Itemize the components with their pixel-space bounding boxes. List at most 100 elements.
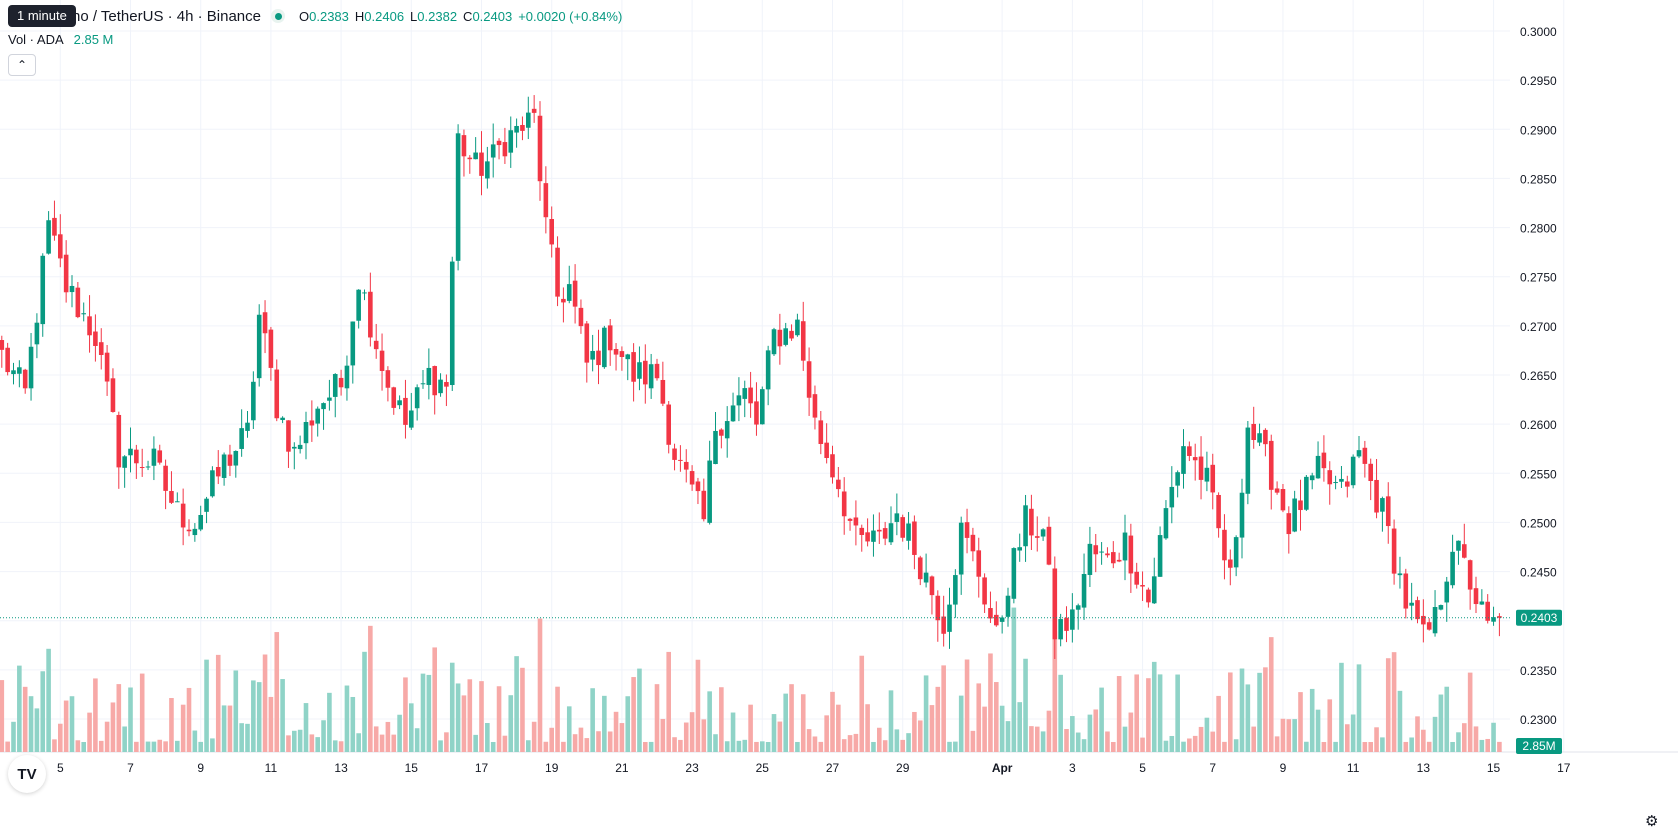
candle-body [104, 352, 110, 382]
candle-body [520, 124, 525, 131]
volume-bar [818, 741, 824, 752]
candle-body [841, 491, 847, 517]
candle-body [947, 604, 952, 632]
candle-body [58, 234, 63, 259]
candle-body [373, 340, 379, 350]
volume-bar [917, 720, 923, 752]
volume-bar [373, 726, 379, 752]
volume-bar [391, 734, 397, 752]
symbol-title[interactable]: no / TetherUS · 4h · Binance [72, 7, 261, 25]
candle-body [1345, 481, 1350, 487]
candle-body [479, 152, 484, 176]
candle-body [1409, 602, 1414, 606]
tradingview-logo-icon[interactable]: TV [8, 755, 46, 793]
candle-body [724, 421, 730, 439]
candle-body [1245, 427, 1251, 494]
volume-bar [1157, 674, 1163, 752]
volume-bar [1140, 737, 1145, 752]
volume-bar [1204, 717, 1210, 752]
volume-bar [356, 733, 361, 752]
candle-body [52, 217, 57, 236]
volume-value: 2.85 M [73, 32, 114, 47]
last-price-label: 0.2403 [1521, 611, 1558, 625]
candle-body [0, 340, 5, 350]
candle-body [1473, 588, 1479, 605]
volume-bar [1233, 739, 1239, 752]
volume-bar [666, 651, 671, 752]
collapse-legend-button[interactable]: ⌃ [8, 54, 36, 76]
candle-body [1157, 535, 1163, 577]
x-tick-label: 17 [1557, 761, 1571, 775]
candle-body [566, 284, 572, 301]
volume-bar [894, 729, 900, 752]
volume-bar [643, 741, 648, 752]
candle-body [602, 327, 607, 368]
volume-bar [537, 618, 543, 752]
volume-bar [1146, 678, 1151, 752]
candle-body [63, 254, 69, 293]
candle-body [1052, 568, 1058, 640]
volume-bar [239, 723, 244, 752]
gear-icon[interactable]: ⚙ [1645, 813, 1659, 830]
candle-body [1415, 600, 1420, 620]
candle-body [537, 115, 543, 182]
volume-bar [98, 740, 104, 752]
volume-bar [1105, 731, 1110, 752]
y-tick-label: 0.2650 [1520, 369, 1557, 383]
candle-body [315, 408, 320, 424]
candle-body [1216, 494, 1221, 529]
candle-body [385, 370, 391, 388]
volume-bar [93, 678, 98, 752]
candle-body [853, 517, 859, 526]
volume-bar [432, 647, 437, 752]
volume-bar [204, 659, 209, 752]
candle-body [1075, 605, 1081, 610]
volume-bar [473, 734, 478, 752]
volume-bar [1473, 726, 1479, 752]
volume-bar [836, 704, 841, 752]
volume-bar [362, 651, 367, 752]
candle-body [198, 514, 203, 530]
candle-body [1233, 537, 1239, 568]
candle-body [900, 517, 905, 538]
volume-bar [479, 681, 484, 752]
candle-body [888, 523, 894, 543]
volume-bar [713, 734, 718, 752]
volume-bar [1380, 737, 1385, 752]
volume-bar [1116, 676, 1122, 752]
candle-body [1251, 423, 1256, 441]
candle-body [1456, 540, 1461, 551]
volume-bar [719, 687, 724, 752]
y-tick-label: 0.2350 [1520, 664, 1557, 678]
volume-bar [455, 683, 461, 752]
volume-bar [157, 739, 163, 752]
volume-bar [1128, 712, 1134, 752]
x-tick-label: 29 [896, 761, 910, 775]
volume-bar [163, 741, 168, 752]
candle-body [204, 498, 209, 512]
candle-body [473, 152, 478, 160]
candle-body [1333, 482, 1338, 484]
volume-bar [215, 654, 221, 752]
volume-bar [900, 739, 905, 752]
candle-body [1105, 553, 1110, 556]
volume-bar [11, 721, 16, 752]
candle-body [865, 532, 870, 542]
volume-bar [1403, 741, 1409, 752]
candle-body [754, 401, 759, 425]
volume-bar [976, 683, 982, 752]
candle-body [420, 383, 426, 385]
candle-body [379, 350, 385, 371]
volume-bar [1187, 738, 1192, 752]
last-volume-label: 2.85M [1522, 739, 1555, 753]
candle-body [344, 365, 350, 389]
volume-bar [467, 679, 473, 752]
volume-bar [485, 723, 490, 752]
volume-bar [1005, 721, 1011, 752]
x-tick-label: 15 [405, 761, 419, 775]
candle-body [303, 421, 309, 444]
candle-body [613, 349, 619, 355]
candle-body [555, 247, 560, 297]
